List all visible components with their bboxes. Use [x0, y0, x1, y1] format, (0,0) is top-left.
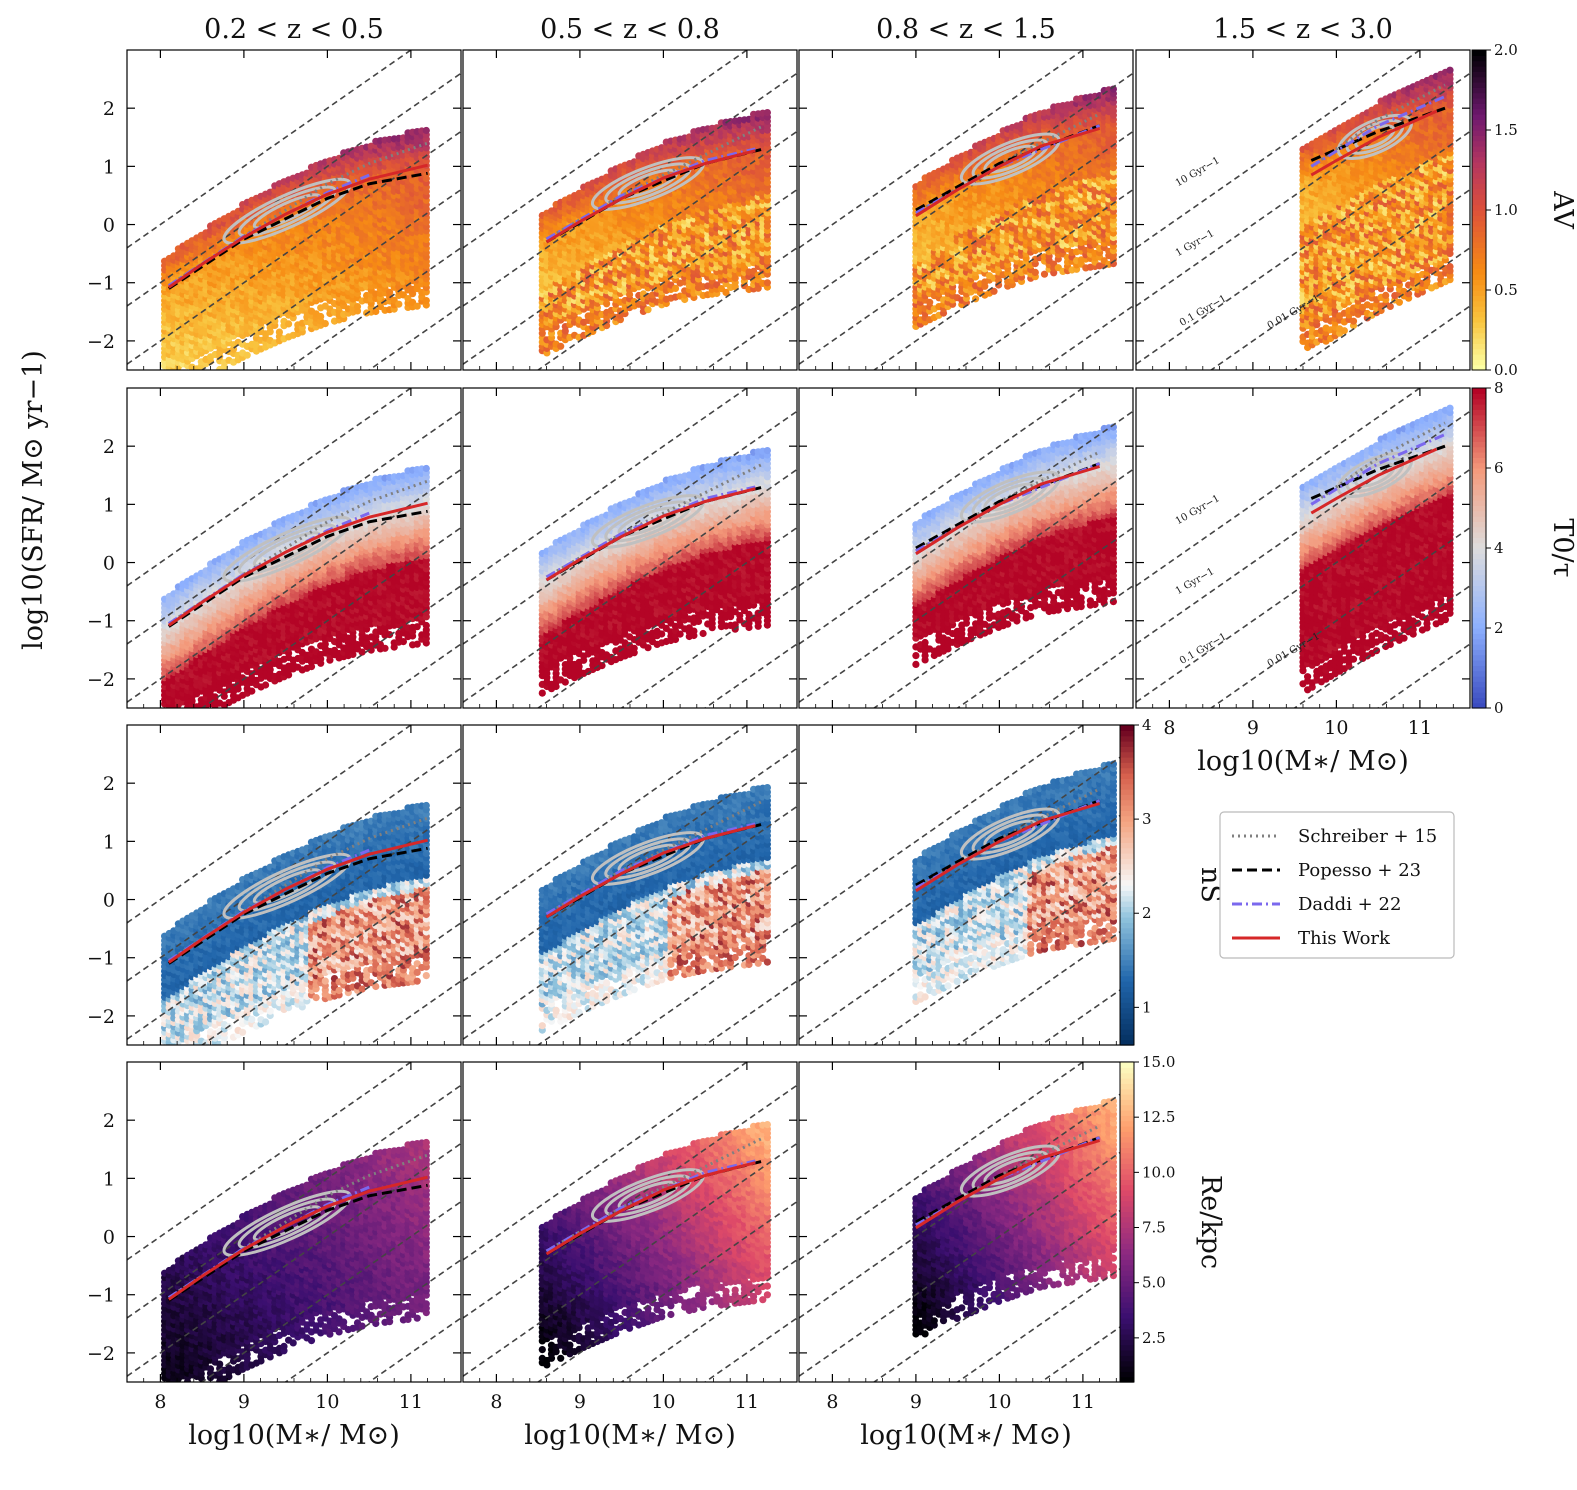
ticks [463, 50, 798, 370]
hexbin [990, 287, 998, 295]
hexbin [386, 288, 394, 296]
density-contour [237, 185, 337, 238]
hexbin [243, 351, 251, 359]
hexbin [413, 302, 421, 310]
hexbin [422, 126, 430, 135]
y-tick-label: 1 [103, 156, 115, 178]
panel-r0-c1 [462, 49, 798, 371]
ticks [127, 50, 462, 370]
hexbin [557, 342, 565, 350]
ssfr-line [620, 247, 797, 370]
ms-relations [545, 124, 765, 244]
hexbin [372, 307, 380, 316]
hexbin [1040, 270, 1049, 278]
panel-r0-c2 [798, 49, 1134, 371]
hexbin [317, 312, 325, 321]
popesso23-line [167, 171, 428, 290]
hexbin [275, 328, 283, 336]
this-work-line [545, 149, 756, 244]
hexbin [353, 303, 362, 311]
hexbin [395, 300, 403, 308]
hexbins [161, 126, 430, 370]
hexbin [763, 279, 772, 287]
y-tick-label: −2 [87, 331, 115, 353]
hexbin [763, 109, 772, 117]
ssfr-line [284, 247, 461, 370]
hexbin [926, 298, 934, 306]
hexbin [1031, 268, 1039, 276]
this-work-line [167, 163, 428, 289]
ssfr-line [127, 72, 461, 307]
hexbin [722, 288, 730, 296]
panel-r0-c0: −2 −1 0 1 2 [87, 49, 462, 371]
ssfr-lines [463, 50, 797, 370]
hexbin [671, 284, 680, 292]
hexbin [321, 320, 329, 328]
ms-relations [167, 141, 429, 290]
ssfr-line [463, 130, 797, 365]
ssfr-line [463, 50, 749, 249]
y-tick-label: 0 [103, 215, 115, 237]
hexbin [644, 306, 652, 314]
y-tick-label: −1 [87, 273, 115, 295]
ssfr-line [127, 130, 461, 365]
hexbin [422, 297, 430, 305]
y-tick-label: 2 [103, 98, 115, 120]
ssfr-line [127, 50, 413, 249]
ssfr-lines [127, 50, 461, 370]
ssfr-line [463, 72, 797, 307]
daddi22-line [545, 147, 756, 241]
ssfr-line [200, 188, 461, 370]
hexbin [285, 320, 293, 328]
ssfr-line [536, 188, 797, 370]
